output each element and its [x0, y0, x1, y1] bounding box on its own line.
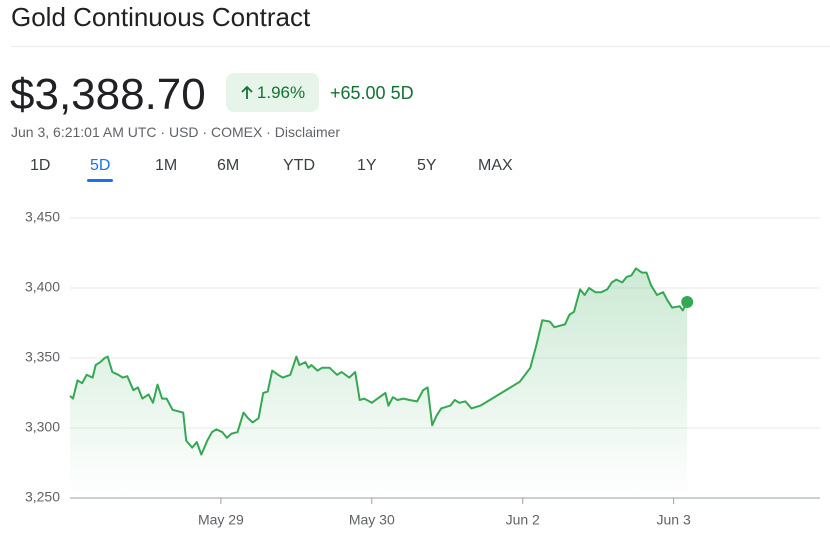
tab[interactable]: 6M [217, 157, 240, 174]
change-abs: +65.00 [330, 83, 386, 103]
meta: Jun 3, 6:21:01 AM UTC · USD · COMEX · Di… [11, 124, 341, 140]
x-tick-label: Jun 3 [656, 512, 690, 528]
change-pct: 1.96% [256, 82, 306, 102]
change-pill: 1.96% [226, 73, 319, 112]
period: 5D [390, 83, 414, 103]
price-line [69, 267, 689, 456]
y-tick-label: 3,300 [25, 419, 60, 435]
y-tick-label: 3,450 [25, 209, 60, 225]
tab[interactable]: YTD [283, 157, 315, 174]
tab[interactable]: MAX [478, 157, 513, 174]
title: Gold Continuous Contract [11, 2, 311, 32]
divider [11, 46, 830, 47]
y-tick-label: 3,250 [25, 489, 60, 505]
y-tick-label: 3,350 [25, 349, 60, 365]
tab[interactable]: 1M [155, 157, 178, 174]
tab[interactable]: 5Y [417, 157, 437, 174]
tab[interactable]: 5D [90, 157, 111, 174]
arrow-up [241, 85, 253, 99]
x-tick-label: May 30 [349, 512, 395, 528]
y-tick-label: 3,400 [25, 279, 60, 295]
tab-underline [87, 179, 114, 182]
tab[interactable]: 1D [30, 157, 51, 174]
x-tick-label: Jun 2 [506, 512, 540, 528]
change: +65.00 5D [330, 83, 414, 104]
x-tick-label: May 29 [198, 512, 244, 528]
last-point [681, 296, 694, 308]
area [70, 268, 688, 498]
price: $3,388.70 [10, 70, 206, 119]
tab[interactable]: 1Y [357, 157, 377, 174]
